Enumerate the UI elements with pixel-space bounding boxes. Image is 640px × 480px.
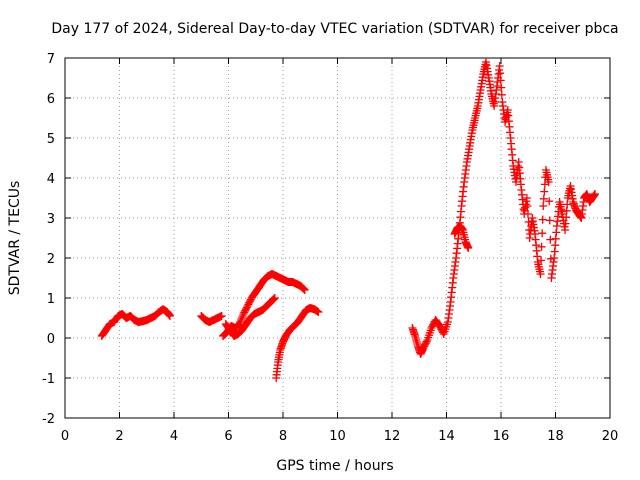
- data-point: [422, 337, 431, 346]
- x-axis-label: GPS time / hours: [276, 458, 393, 474]
- data-point: [237, 314, 246, 322]
- data-point: [545, 197, 554, 206]
- data-point: [538, 229, 547, 238]
- data-point: [544, 178, 553, 186]
- series-seg2: [197, 312, 226, 326]
- data-point: [314, 308, 323, 316]
- data-point: [540, 187, 549, 196]
- data-point: [495, 62, 504, 70]
- series-seg4: [221, 294, 279, 340]
- data-point: [591, 190, 600, 198]
- data-point: [299, 284, 308, 293]
- y-tick-label: -2: [42, 412, 55, 427]
- x-tick-label: 10: [329, 429, 346, 444]
- y-tick-label: 0: [47, 332, 55, 347]
- data-point: [537, 242, 546, 251]
- data-point: [269, 295, 278, 304]
- data-point: [546, 235, 555, 244]
- data-point: [496, 69, 505, 78]
- series-seg6: [408, 58, 600, 358]
- data-point: [238, 312, 247, 320]
- data-point: [299, 285, 308, 294]
- data-point: [237, 316, 246, 324]
- data-point: [538, 215, 547, 224]
- data-point: [523, 210, 532, 218]
- x-tick-label: 16: [493, 429, 510, 444]
- data-points: [97, 58, 600, 382]
- data-point: [270, 294, 279, 303]
- x-tick-label: 2: [115, 429, 123, 444]
- x-tick-label: 12: [384, 429, 401, 444]
- data-point: [497, 83, 506, 92]
- data-point: [236, 318, 245, 326]
- data-point: [270, 294, 279, 302]
- y-tick-label: 6: [47, 92, 55, 107]
- x-tick-label: 8: [279, 429, 287, 444]
- y-tick-label: 2: [47, 252, 55, 267]
- y-tick-label: -1: [42, 372, 55, 387]
- x-tick-label: 6: [224, 429, 232, 444]
- y-tick-label: 4: [47, 172, 55, 187]
- data-point: [497, 90, 506, 99]
- y-tick-label: 7: [47, 52, 55, 67]
- data-point: [539, 202, 548, 210]
- data-point: [522, 194, 531, 202]
- data-point: [545, 216, 554, 225]
- series-seg1: [97, 305, 174, 340]
- data-point: [537, 256, 546, 265]
- data-point: [464, 244, 473, 252]
- data-point: [300, 286, 309, 294]
- x-tick-label: 4: [170, 429, 178, 444]
- y-axis-ticks: -2 -1 0 1 2 3 4 5 6 7: [42, 52, 610, 427]
- chart-title: Day 177 of 2024, Sidereal Day-to-day VTE…: [51, 21, 618, 37]
- x-axis-ticks: 0 2 4 6 8 10 12 14 16 18 20: [61, 58, 618, 444]
- data-point: [523, 202, 532, 210]
- y-axis-label: SDTVAR / TECUs: [7, 181, 23, 296]
- series-seg5: [272, 304, 323, 382]
- series-seg7: [450, 222, 473, 252]
- data-point: [539, 194, 548, 203]
- x-tick-label: 14: [438, 429, 455, 444]
- y-tick-label: 1: [47, 292, 55, 307]
- data-point: [235, 320, 244, 328]
- grid-layer: [65, 58, 610, 418]
- data-point: [217, 312, 226, 320]
- x-tick-label: 20: [602, 429, 619, 444]
- data-point: [165, 312, 174, 320]
- y-tick-label: 3: [47, 212, 55, 227]
- x-tick-label: 0: [61, 429, 69, 444]
- x-tick-label: 18: [547, 429, 564, 444]
- data-point: [496, 76, 505, 85]
- y-tick-label: 5: [47, 132, 55, 147]
- data-point: [536, 270, 545, 278]
